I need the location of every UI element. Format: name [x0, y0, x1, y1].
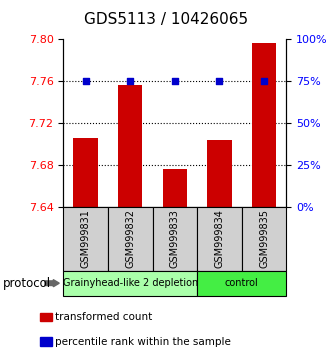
- Text: protocol: protocol: [3, 277, 52, 290]
- Text: GSM999834: GSM999834: [214, 210, 224, 268]
- Text: GSM999832: GSM999832: [125, 210, 135, 268]
- Text: GSM999831: GSM999831: [81, 210, 91, 268]
- Bar: [163, 169, 187, 207]
- Text: transformed count: transformed count: [55, 312, 152, 322]
- Point: [172, 78, 177, 84]
- Bar: [252, 43, 276, 207]
- Bar: [207, 140, 232, 207]
- Point: [83, 78, 88, 84]
- Text: control: control: [225, 278, 259, 288]
- Point: [261, 78, 267, 84]
- Point: [128, 78, 133, 84]
- Text: GSM999835: GSM999835: [259, 210, 269, 268]
- Point: [217, 78, 222, 84]
- Text: GDS5113 / 10426065: GDS5113 / 10426065: [85, 12, 248, 27]
- Text: Grainyhead-like 2 depletion: Grainyhead-like 2 depletion: [63, 278, 198, 288]
- Text: GSM999833: GSM999833: [170, 210, 180, 268]
- Bar: [73, 138, 98, 207]
- Bar: [118, 85, 143, 207]
- Text: percentile rank within the sample: percentile rank within the sample: [55, 337, 231, 347]
